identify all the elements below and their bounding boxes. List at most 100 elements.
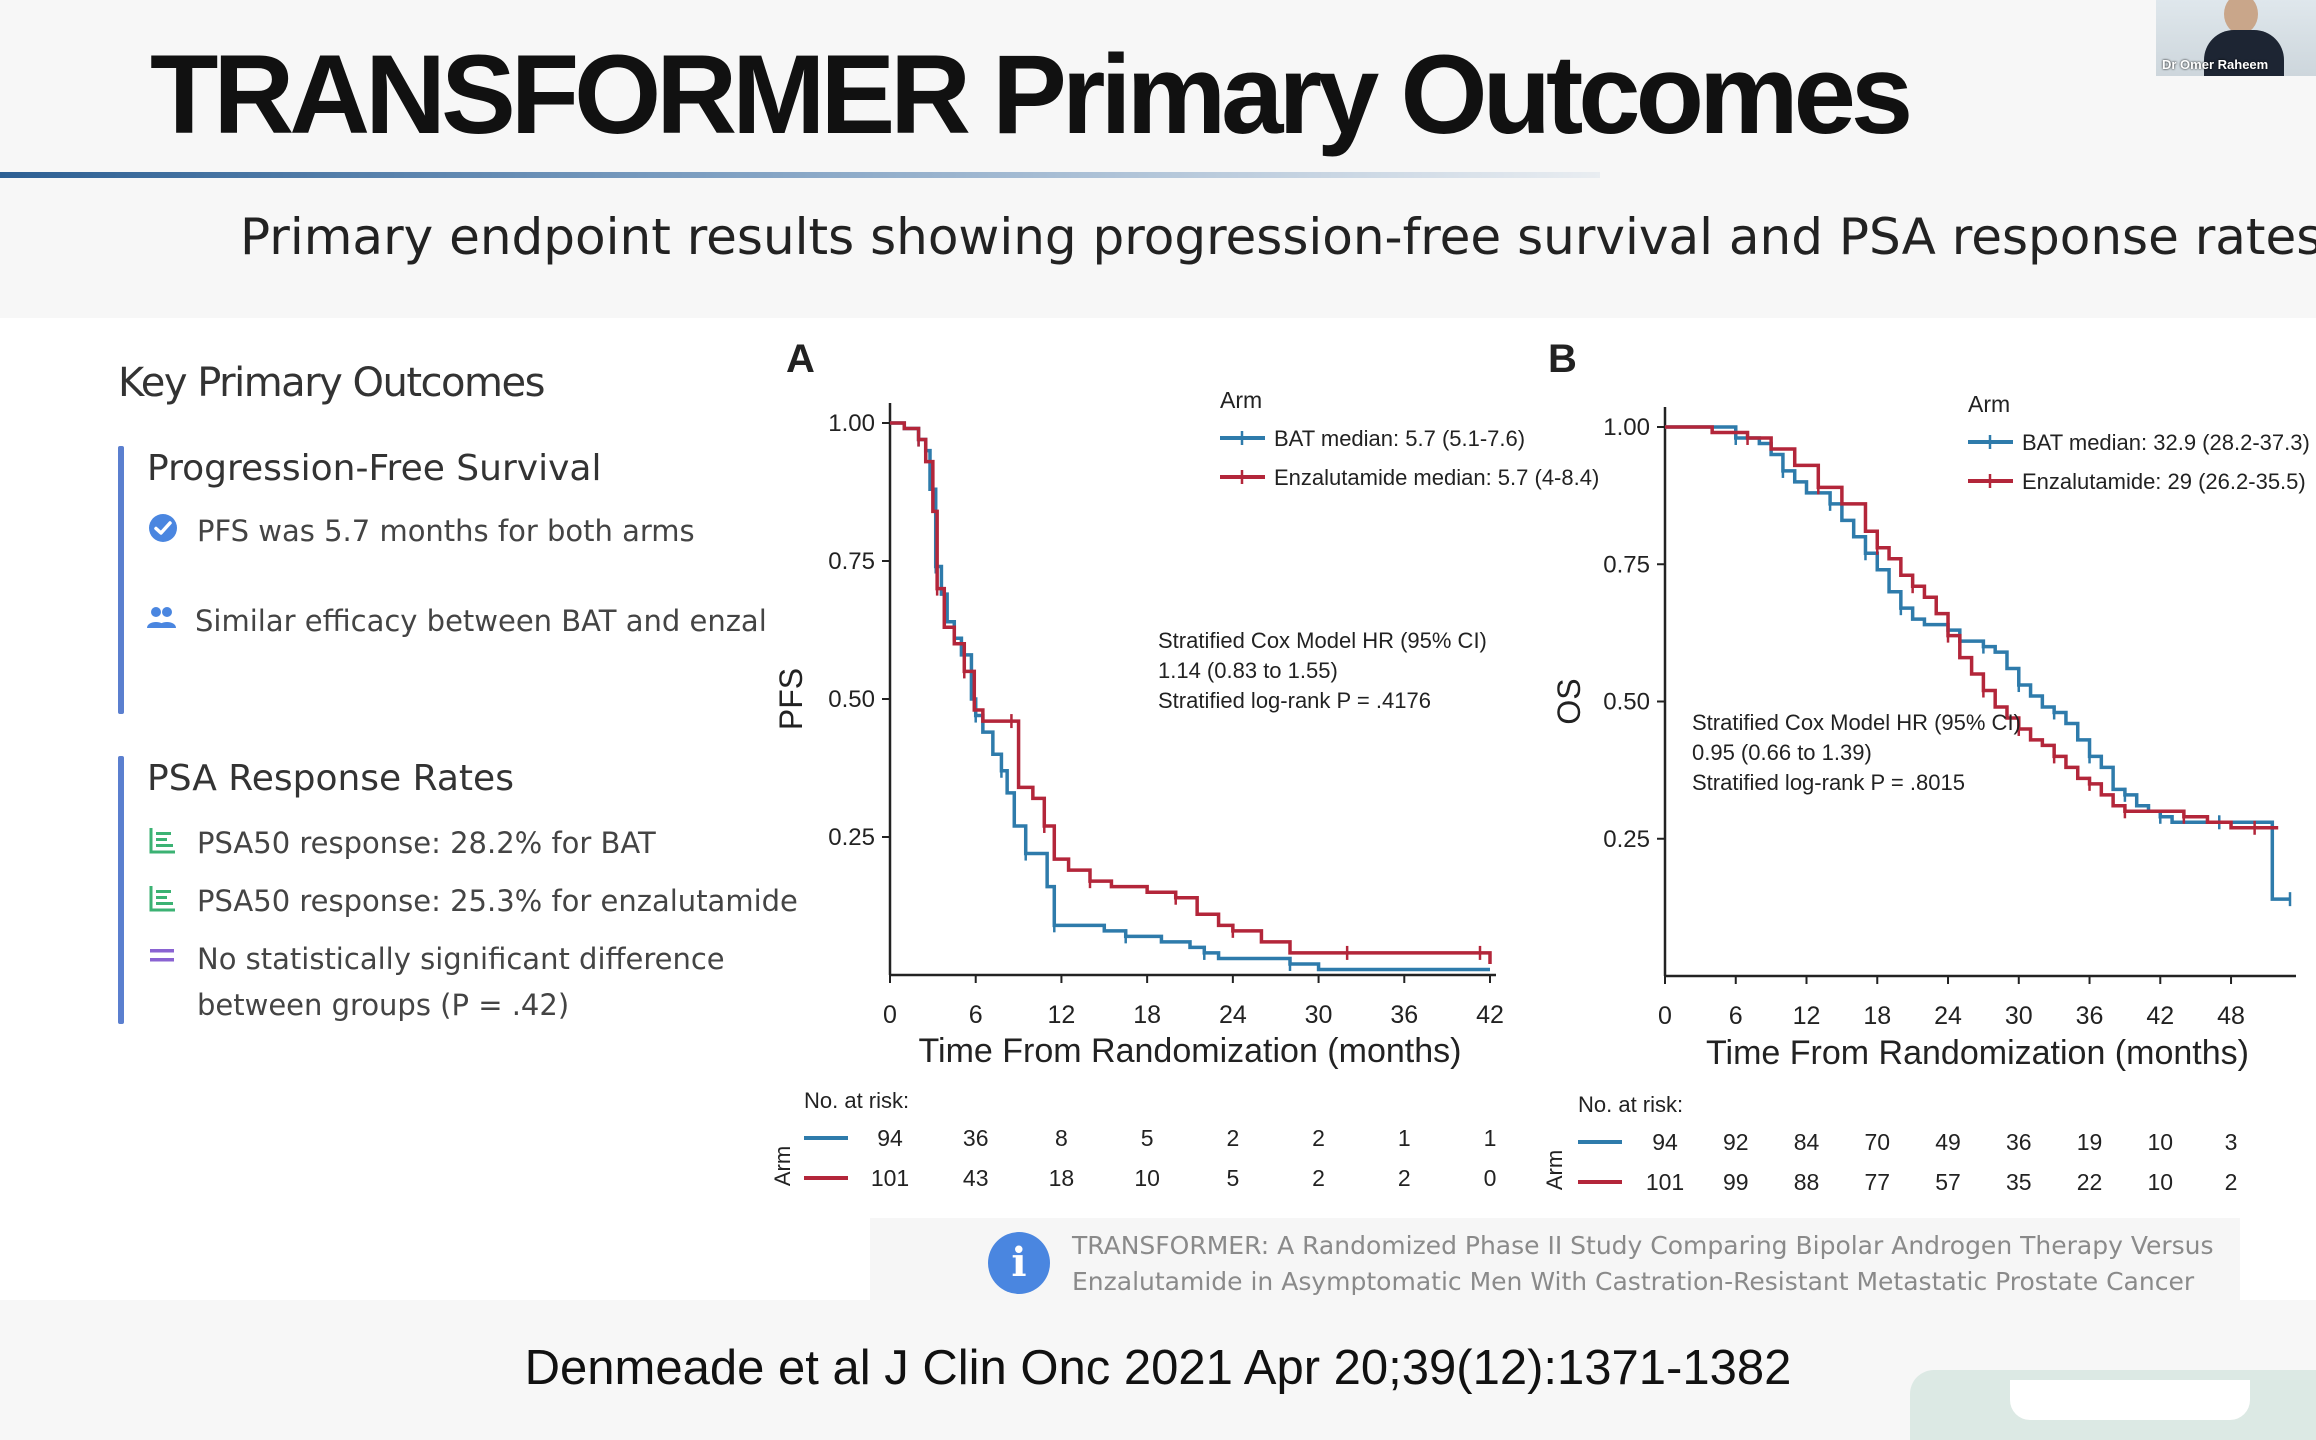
panel-a-risk-bat-value: 94 xyxy=(877,1125,903,1151)
panel-a-stats-annotation: 1.14 (0.83 to 1.55) xyxy=(1158,658,1338,683)
panel-b-x-tick-label: 30 xyxy=(2005,1002,2033,1030)
panel-a-risk-bat-value: 2 xyxy=(1226,1125,1239,1151)
panel-b-y-tick-label: 0.75 xyxy=(1603,551,1650,578)
users-icon xyxy=(147,607,176,628)
panel-a-risk-bat-value: 2 xyxy=(1312,1125,1325,1151)
panel-a-risk-bat-value: 1 xyxy=(1484,1125,1497,1151)
psa-item-text-line2: between groups (P = .42) xyxy=(197,988,570,1022)
panel-b-x-axis-label: Time From Randomization (months) xyxy=(1706,1034,2249,1072)
psa-item-enzalutamide: PSA50 response: 25.3% for enzalutamide xyxy=(147,878,798,928)
check-circle-icon xyxy=(149,514,177,542)
panel-b-risk-table-title: No. at risk: xyxy=(1578,1092,1683,1117)
panel-b-risk-bat-value: 84 xyxy=(1794,1129,1820,1155)
panel-a-label: A xyxy=(786,337,815,381)
equals-icon xyxy=(150,949,174,962)
panel-b-y-tick-label: 0.25 xyxy=(1603,826,1650,853)
panel-a-x-tick-label: 0 xyxy=(883,1001,897,1029)
bar-chart-icon xyxy=(149,886,175,912)
pfs-item-row: Similar efficacy between BAT and enzalut… xyxy=(145,598,765,648)
slide-title: TRANSFORMER Primary Outcomes xyxy=(150,32,1913,157)
panel-a-risk-enzalutamide-value: 10 xyxy=(1134,1165,1160,1191)
presenter-body xyxy=(2204,30,2284,76)
psa-item-no-difference: No statistically significant difference … xyxy=(147,936,767,1036)
presenter-head xyxy=(2224,0,2258,34)
panel-a-legend-title: Arm xyxy=(1220,387,1262,413)
panel-b-risk-enzalutamide-value: 10 xyxy=(2147,1169,2173,1195)
panel-a-risk-table-arm-label: Arm xyxy=(770,1146,795,1186)
panel-b-legend-entry: Enzalutamide: 29 (26.2-35.5) xyxy=(2022,469,2306,494)
panel-a-risk-bat-value: 1 xyxy=(1398,1125,1411,1151)
panel-b-risk-bat-value: 92 xyxy=(1723,1129,1749,1155)
title-underline xyxy=(0,172,1600,178)
panel-a-risk-bat-value: 8 xyxy=(1055,1125,1068,1151)
panel-a-risk-enzalutamide-value: 2 xyxy=(1312,1165,1325,1191)
panel-a-risk-enzalutamide-value: 101 xyxy=(871,1165,909,1191)
slide-subtitle: Primary endpoint results showing progres… xyxy=(240,208,2316,266)
panel-a-risk-enzalutamide-value: 43 xyxy=(963,1165,989,1191)
reference-note-box xyxy=(870,1218,2240,1304)
citation: Denmeade et al J Clin Onc 2021 Apr 20;39… xyxy=(524,1341,1792,1395)
panel-b-x-tick-label: 36 xyxy=(2076,1002,2104,1030)
panel-a-y-tick-label: 0.75 xyxy=(828,548,875,575)
panel-b-x-tick-label: 12 xyxy=(1793,1002,1821,1030)
psa-section-accent-bar xyxy=(118,756,124,1024)
reference-note: TRANSFORMER: A Randomized Phase II Study… xyxy=(1072,1228,2232,1300)
panel-a-x-axis-label: Time From Randomization (months) xyxy=(919,1032,1462,1070)
panel-a-x-tick-label: 12 xyxy=(1048,1001,1076,1029)
panel-b-x-tick-label: 48 xyxy=(2217,1002,2245,1030)
panel-a-risk-enzalutamide-value: 18 xyxy=(1049,1165,1075,1191)
panel-a-x-tick-label: 24 xyxy=(1219,1001,1247,1029)
panel-b-stats-annotation: 0.95 (0.66 to 1.39) xyxy=(1692,740,1872,765)
psa-item-text-line1: No statistically significant difference xyxy=(197,942,725,976)
pfs-item-text: Similar efficacy between BAT and enzalut… xyxy=(195,604,765,638)
panel-a-risk-enzalutamide-value: 0 xyxy=(1484,1165,1497,1191)
panel-b-risk-bat-value: 94 xyxy=(1652,1129,1678,1155)
panel-b-risk-enzalutamide-value: 22 xyxy=(2077,1169,2103,1195)
panel-b-x-tick-label: 6 xyxy=(1729,1002,1743,1030)
panel-b-risk-enzalutamide-value: 88 xyxy=(1794,1169,1820,1195)
panel-b-risk-enzalutamide-value: 101 xyxy=(1646,1169,1684,1195)
panel-b-risk-enzalutamide-value: 77 xyxy=(1864,1169,1890,1195)
pfs-section-accent-bar xyxy=(118,446,124,714)
panel-b-y-tick-label: 0.50 xyxy=(1603,689,1650,716)
panel-a-legend-entry: BAT median: 5.7 (5.1-7.6) xyxy=(1274,426,1525,451)
bar-chart-icon xyxy=(149,828,175,854)
corner-decoration-cutout xyxy=(2010,1380,2250,1420)
panel-b-y-tick-label: 1.00 xyxy=(1603,414,1650,441)
psa-item-text: PSA50 response: 25.3% for enzalutamide xyxy=(197,884,798,918)
pfs-item-similar-efficacy: Similar efficacy between BAT and enzalut… xyxy=(145,596,765,656)
panel-a-y-axis-label: PFS xyxy=(773,668,809,730)
key-outcomes-heading: Key Primary Outcomes xyxy=(118,360,545,406)
panel-a-series-enzalutamide-line xyxy=(890,421,1492,964)
panel-b-stats-annotation: Stratified Cox Model HR (95% CI) xyxy=(1692,710,2021,735)
psa-section-title: PSA Response Rates xyxy=(147,758,514,799)
panel-b-risk-bat-value: 70 xyxy=(1864,1129,1890,1155)
panel-b-y-axis-label: OS xyxy=(1551,678,1587,724)
panel-b-x-tick-label: 42 xyxy=(2146,1002,2174,1030)
panel-b-legend-title: Arm xyxy=(1968,391,2010,417)
panel-b-x-tick-label: 0 xyxy=(1658,1002,1672,1030)
panel-b-risk-bat-value: 3 xyxy=(2225,1129,2238,1155)
pfs-section-title: Progression-Free Survival xyxy=(147,448,602,489)
panel-a-legend-entry: Enzalutamide median: 5.7 (4-8.4) xyxy=(1274,465,1599,490)
panel-b-label: B xyxy=(1548,337,1577,381)
panel-a-x-tick-label: 6 xyxy=(969,1001,983,1029)
panel-a-x-tick-label: 36 xyxy=(1390,1001,1418,1029)
panel-a-x-tick-label: 30 xyxy=(1305,1001,1333,1029)
reference-note-line2: Enzalutamide in Asymptomatic Men With Ca… xyxy=(1072,1267,2195,1296)
panel-b-x-tick-label: 24 xyxy=(1934,1002,1962,1030)
reference-note-line1: TRANSFORMER: A Randomized Phase II Study… xyxy=(1072,1231,2214,1260)
panel-b-risk-enzalutamide-value: 99 xyxy=(1723,1169,1749,1195)
psa-item-bat: PSA50 response: 28.2% for BAT xyxy=(147,820,767,870)
panel-b-stats-annotation: Stratified log-rank P = .8015 xyxy=(1692,770,1965,795)
panel-b-risk-table-arm-label: Arm xyxy=(1542,1150,1567,1190)
panel-a-stats-annotation: Stratified Cox Model HR (95% CI) xyxy=(1158,628,1487,653)
panel-b-x-tick-label: 18 xyxy=(1863,1002,1891,1030)
panel-a-y-tick-label: 0.25 xyxy=(828,824,875,851)
panel-b-risk-bat-value: 49 xyxy=(1935,1129,1961,1155)
panel-b-legend-entry: BAT median: 32.9 (28.2-37.3) xyxy=(2022,430,2310,455)
panel-a-risk-bat-value: 5 xyxy=(1141,1125,1154,1151)
panel-b-risk-enzalutamide-value: 2 xyxy=(2225,1169,2238,1195)
presenter-webcam-thumbnail[interactable]: Dr Omer Raheem xyxy=(2156,0,2316,76)
